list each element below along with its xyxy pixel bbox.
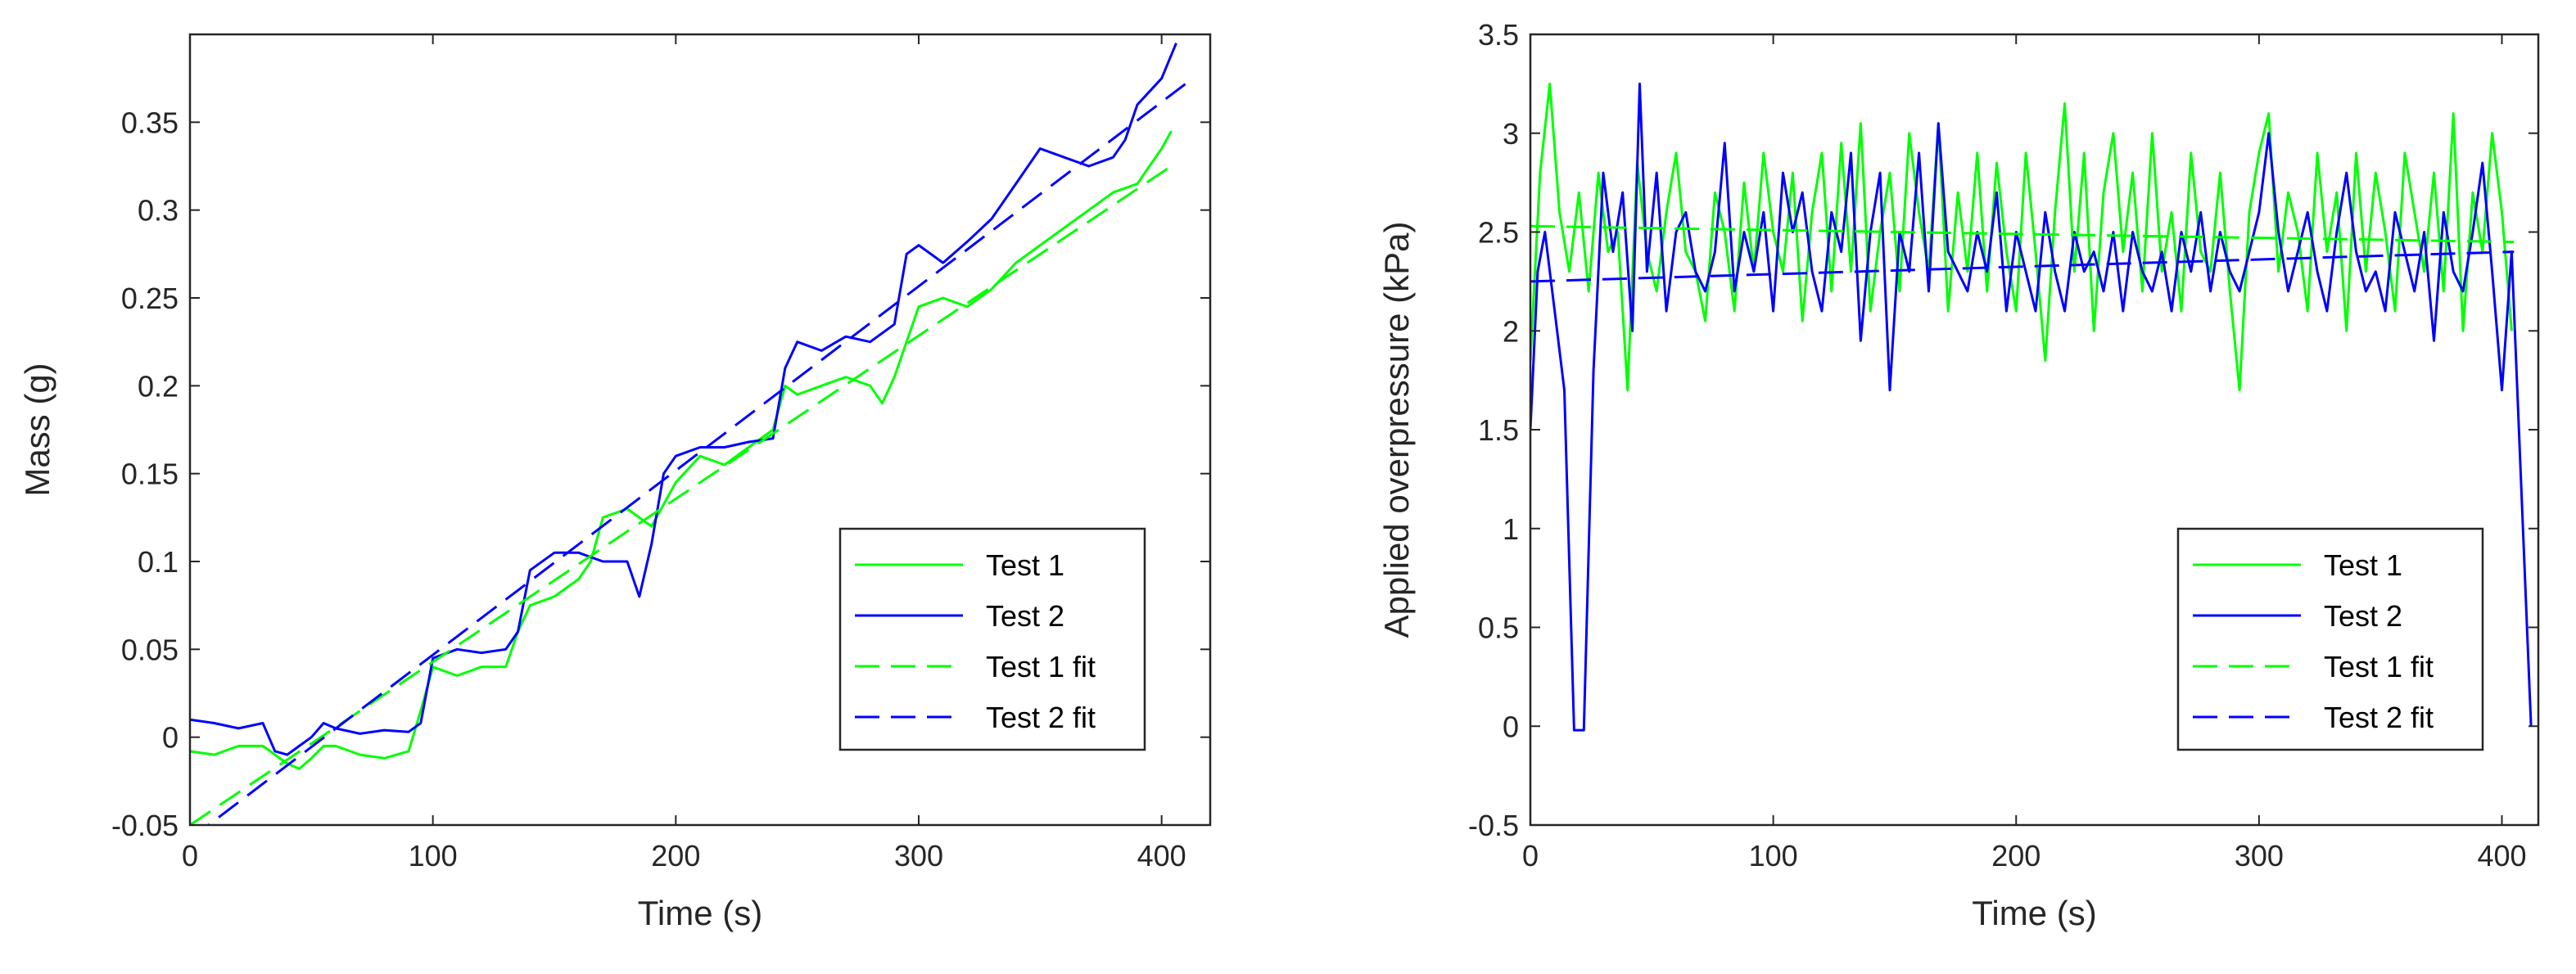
x-tick-label: 100 [1749,839,1798,873]
legend: Test 1 Test 2 Test 1 fit Test 2 fit [2176,527,2484,751]
y-axis-label: Mass (g) [18,363,56,496]
y-tick-label: 0.5 [1478,611,1519,645]
legend-label: Test 1 fit [986,650,1096,683]
legend: Test 1 Test 2 Test 1 fit Test 2 fit [838,527,1146,751]
y-tick-label: 0.2 [138,369,179,403]
y-tick-label: 0 [162,721,179,755]
series-test-2-fit-line [206,82,1187,825]
legend-label: Test 2 [2324,599,2402,633]
y-tick-label: 0.1 [138,545,179,579]
legend-label: Test 1 fit [2324,650,2434,683]
y-axis-label: Applied overpressure (kPa) [1377,222,1416,638]
y-tick-label: 0.15 [121,458,179,491]
series-test-2-line [190,43,1177,756]
series-test-1-fit-line [1530,224,2515,244]
series-group [190,43,1187,825]
legend-label: Test 2 fit [2324,701,2434,734]
legend-label: Test 1 [986,548,1064,582]
x-tick-label: 400 [2477,839,2526,873]
x-tick-label: 0 [1522,839,1539,873]
x-tick-label: 0 [182,839,198,873]
y-tick-label: 0.35 [121,106,179,139]
x-tick-label: 300 [894,839,943,873]
x-tick-label: 100 [409,839,458,873]
x-axis-label: Time (s) [1972,894,2096,932]
series-test-2-fit-line [1530,250,2515,283]
y-tick-label: 0.3 [138,194,179,228]
y-tick-label: -0.5 [1468,809,1519,842]
x-tick-label: 300 [2235,839,2284,873]
series-test-2-line [1530,82,2533,732]
y-tick-label: 3 [1503,117,1519,151]
x-axis-label: Time (s) [638,894,762,932]
y-tick-label: 2 [1503,314,1519,348]
series-test-1-line [190,130,1173,770]
x-tick-label: 200 [651,839,700,873]
legend-label: Test 2 [986,599,1064,633]
y-tick-label: 0.25 [121,282,179,315]
legend-label: Test 2 fit [986,701,1096,734]
y-tick-label: -0.05 [111,809,179,842]
series-test-1-line [1530,82,2513,392]
y-tick-label: 0 [1503,710,1519,743]
series-test-1-fit-line [190,163,1175,825]
y-tick-label: 2.5 [1478,216,1519,250]
y-tick-label: 1 [1503,512,1519,546]
chart-1: 0 100 200 300 400-0.0500.050.10.150.20.250.3… [18,33,1212,932]
plot-frame [188,33,1212,827]
y-tick-label: 3.5 [1478,18,1519,52]
legend-label: Test 1 [2324,548,2402,582]
y-tick-label: 1.5 [1478,413,1519,447]
x-tick-label: 400 [1137,839,1186,873]
x-tick-label: 200 [1991,839,2040,873]
y-tick-label: 0.05 [121,633,179,666]
series-group [1530,82,2533,732]
